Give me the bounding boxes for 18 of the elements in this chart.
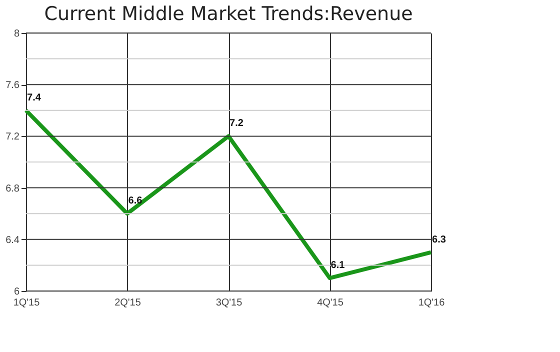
y-tick-label: 6 <box>14 286 20 298</box>
data-label: 6.3 <box>432 234 446 246</box>
x-tick-label: 1Q'16 <box>418 298 446 308</box>
x-tick-label: 4Q'15 <box>317 298 344 308</box>
line-series <box>24 108 433 280</box>
x-tick-label: 1Q'15 <box>13 298 40 308</box>
y-tick-label: 6.4 <box>6 234 20 246</box>
y-tick-label: 7.6 <box>6 80 20 92</box>
data-label: 6.6 <box>128 196 143 207</box>
x-tick-label: 3Q'15 <box>216 298 243 308</box>
y-tick-label: 8 <box>14 28 20 40</box>
y-tick-label: 6.8 <box>6 183 20 194</box>
data-label: 6.1 <box>330 260 346 272</box>
chart-title: Current Middle Market Trends:Revenue <box>44 3 413 25</box>
data-label: 7.2 <box>230 118 244 130</box>
x-tick-label: 2Q'15 <box>114 298 142 308</box>
y-tick-label: 7.2 <box>6 132 20 143</box>
data-label: 7.4 <box>27 92 42 104</box>
